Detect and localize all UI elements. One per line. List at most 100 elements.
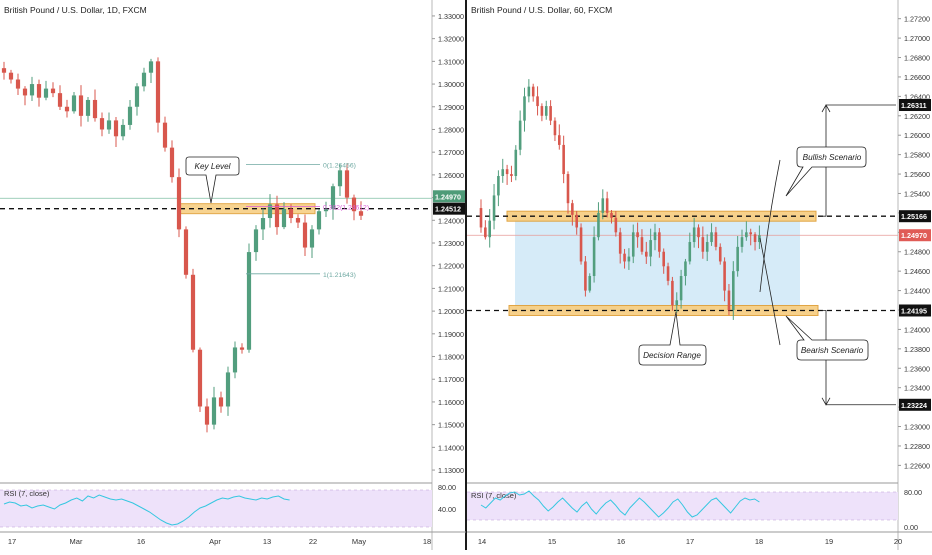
left-y-tick-label: 1.18000: [438, 353, 464, 362]
left-y-tick-label: 1.13000: [438, 466, 464, 475]
candle-body: [718, 246, 722, 262]
key-level-callout-text: Key Level: [195, 162, 231, 171]
right-upper-target-tag: 1.26311: [901, 101, 927, 110]
candle-body: [688, 242, 692, 262]
left-key-level-tag: 1.24512: [435, 205, 461, 214]
candle-body: [211, 397, 217, 425]
candle-body: [85, 99, 91, 116]
candle-body: [15, 79, 21, 89]
candle-body: [232, 347, 238, 373]
right-y-tick-label: 1.26600: [904, 73, 930, 82]
right-last-price-tag: 1.24970: [901, 231, 927, 240]
candle-body: [536, 96, 539, 107]
candle-body: [141, 72, 147, 87]
support-zone: [508, 304, 819, 316]
fib-0-label: 0(1.26456): [323, 163, 356, 170]
candle-body: [274, 204, 280, 228]
candle-body: [505, 169, 509, 175]
candle-body: [218, 397, 224, 407]
candle-body: [666, 266, 670, 281]
candle-body: [645, 251, 648, 257]
candle-body: [225, 372, 231, 407]
candle-body: [183, 229, 189, 275]
candle-body: [736, 246, 739, 272]
right-y-tick-label: 1.25800: [904, 151, 930, 160]
bearish-callout-box: [785, 315, 869, 361]
left-y-tick-label: 1.21000: [438, 284, 464, 293]
left-y-tick-label: 1.30000: [438, 80, 464, 89]
left-rsi-label: RSI (7, close): [4, 489, 50, 498]
right-y-tick-label: 1.23600: [904, 364, 930, 373]
candle-body: [323, 208, 329, 212]
candle-body: [618, 232, 622, 254]
right-lower-target-tag-bg: [899, 398, 931, 411]
right-support-tag: 1.24195: [901, 306, 927, 315]
candle-body: [176, 177, 182, 230]
candle-body: [134, 86, 140, 107]
right-y-tick-label: 1.26800: [904, 54, 930, 63]
candle-body: [302, 222, 308, 248]
bearish-scenario-curve: [759, 237, 781, 346]
right-x-tick-label: 17: [686, 537, 694, 546]
bullish-target-arrow: [821, 104, 831, 113]
left-y-tick-label: 1.20000: [438, 307, 464, 316]
right-x-tick-label: 20: [894, 537, 902, 546]
candle-body: [745, 232, 748, 238]
candle-body: [566, 174, 570, 204]
left-y-tick-label: 1.31000: [438, 57, 464, 66]
left-last-price-tag: 1.24970: [435, 192, 461, 201]
left-rsi-tick-40: 40.00: [438, 505, 456, 514]
key-level-callout-box: [185, 156, 240, 204]
candle-body: [316, 211, 322, 230]
left-x-tick-label: 13: [263, 537, 271, 546]
candle-body: [758, 235, 761, 243]
candle-body: [584, 261, 587, 291]
candle-body: [78, 95, 84, 116]
bearish-target-arrow: [821, 397, 831, 406]
left-x-tick-label: Mar: [70, 537, 83, 546]
right-y-tick-label: 1.23400: [904, 384, 930, 393]
candle-body: [723, 261, 726, 291]
right-y-tick-label: 1.22800: [904, 442, 930, 451]
left-x-tick-label: 16: [137, 537, 145, 546]
candle-body: [562, 144, 565, 175]
candle-body: [753, 234, 757, 243]
candle-body: [309, 229, 315, 248]
candle-body: [636, 232, 639, 238]
candle-body: [544, 106, 548, 116]
bullish-callout-text: Bullish Scenario: [803, 153, 862, 162]
left-candles: [1, 57, 364, 433]
left-time-axis: 17 Mar 16 Apr 13 22 May 18: [8, 537, 431, 546]
candle-body: [260, 218, 266, 230]
candle-body: [253, 229, 259, 253]
left-y-tick-label: 1.27000: [438, 148, 464, 157]
candle-body: [540, 106, 544, 116]
candle-body: [351, 197, 357, 212]
candle-body: [330, 186, 336, 209]
right-y-tick-label: 1.27000: [904, 34, 930, 43]
candle-body: [631, 232, 635, 257]
candle-body: [571, 203, 574, 215]
candle-body: [288, 208, 294, 219]
right-support-tag-bg: [899, 304, 931, 317]
left-y-tick-label: 1.28000: [438, 125, 464, 134]
candle-body: [120, 124, 126, 137]
left-y-tick-label: 1.29000: [438, 103, 464, 112]
candle-body: [8, 72, 14, 80]
candle-body: [649, 240, 652, 257]
candle-body: [588, 276, 592, 291]
candle-body: [488, 220, 491, 238]
candle-body: [64, 106, 70, 112]
candle-body: [106, 120, 112, 130]
left-y-tick-label: 1.15000: [438, 421, 464, 430]
candle-body: [514, 149, 518, 176]
candle-body: [553, 120, 557, 136]
right-x-tick-label: 19: [825, 537, 833, 546]
left-y-tick-label: 1.23000: [438, 239, 464, 248]
candle-body: [518, 120, 522, 150]
candle-body: [127, 106, 133, 125]
right-rsi-band: [467, 492, 898, 520]
candle-body: [29, 84, 35, 96]
candle-body: [531, 86, 535, 97]
